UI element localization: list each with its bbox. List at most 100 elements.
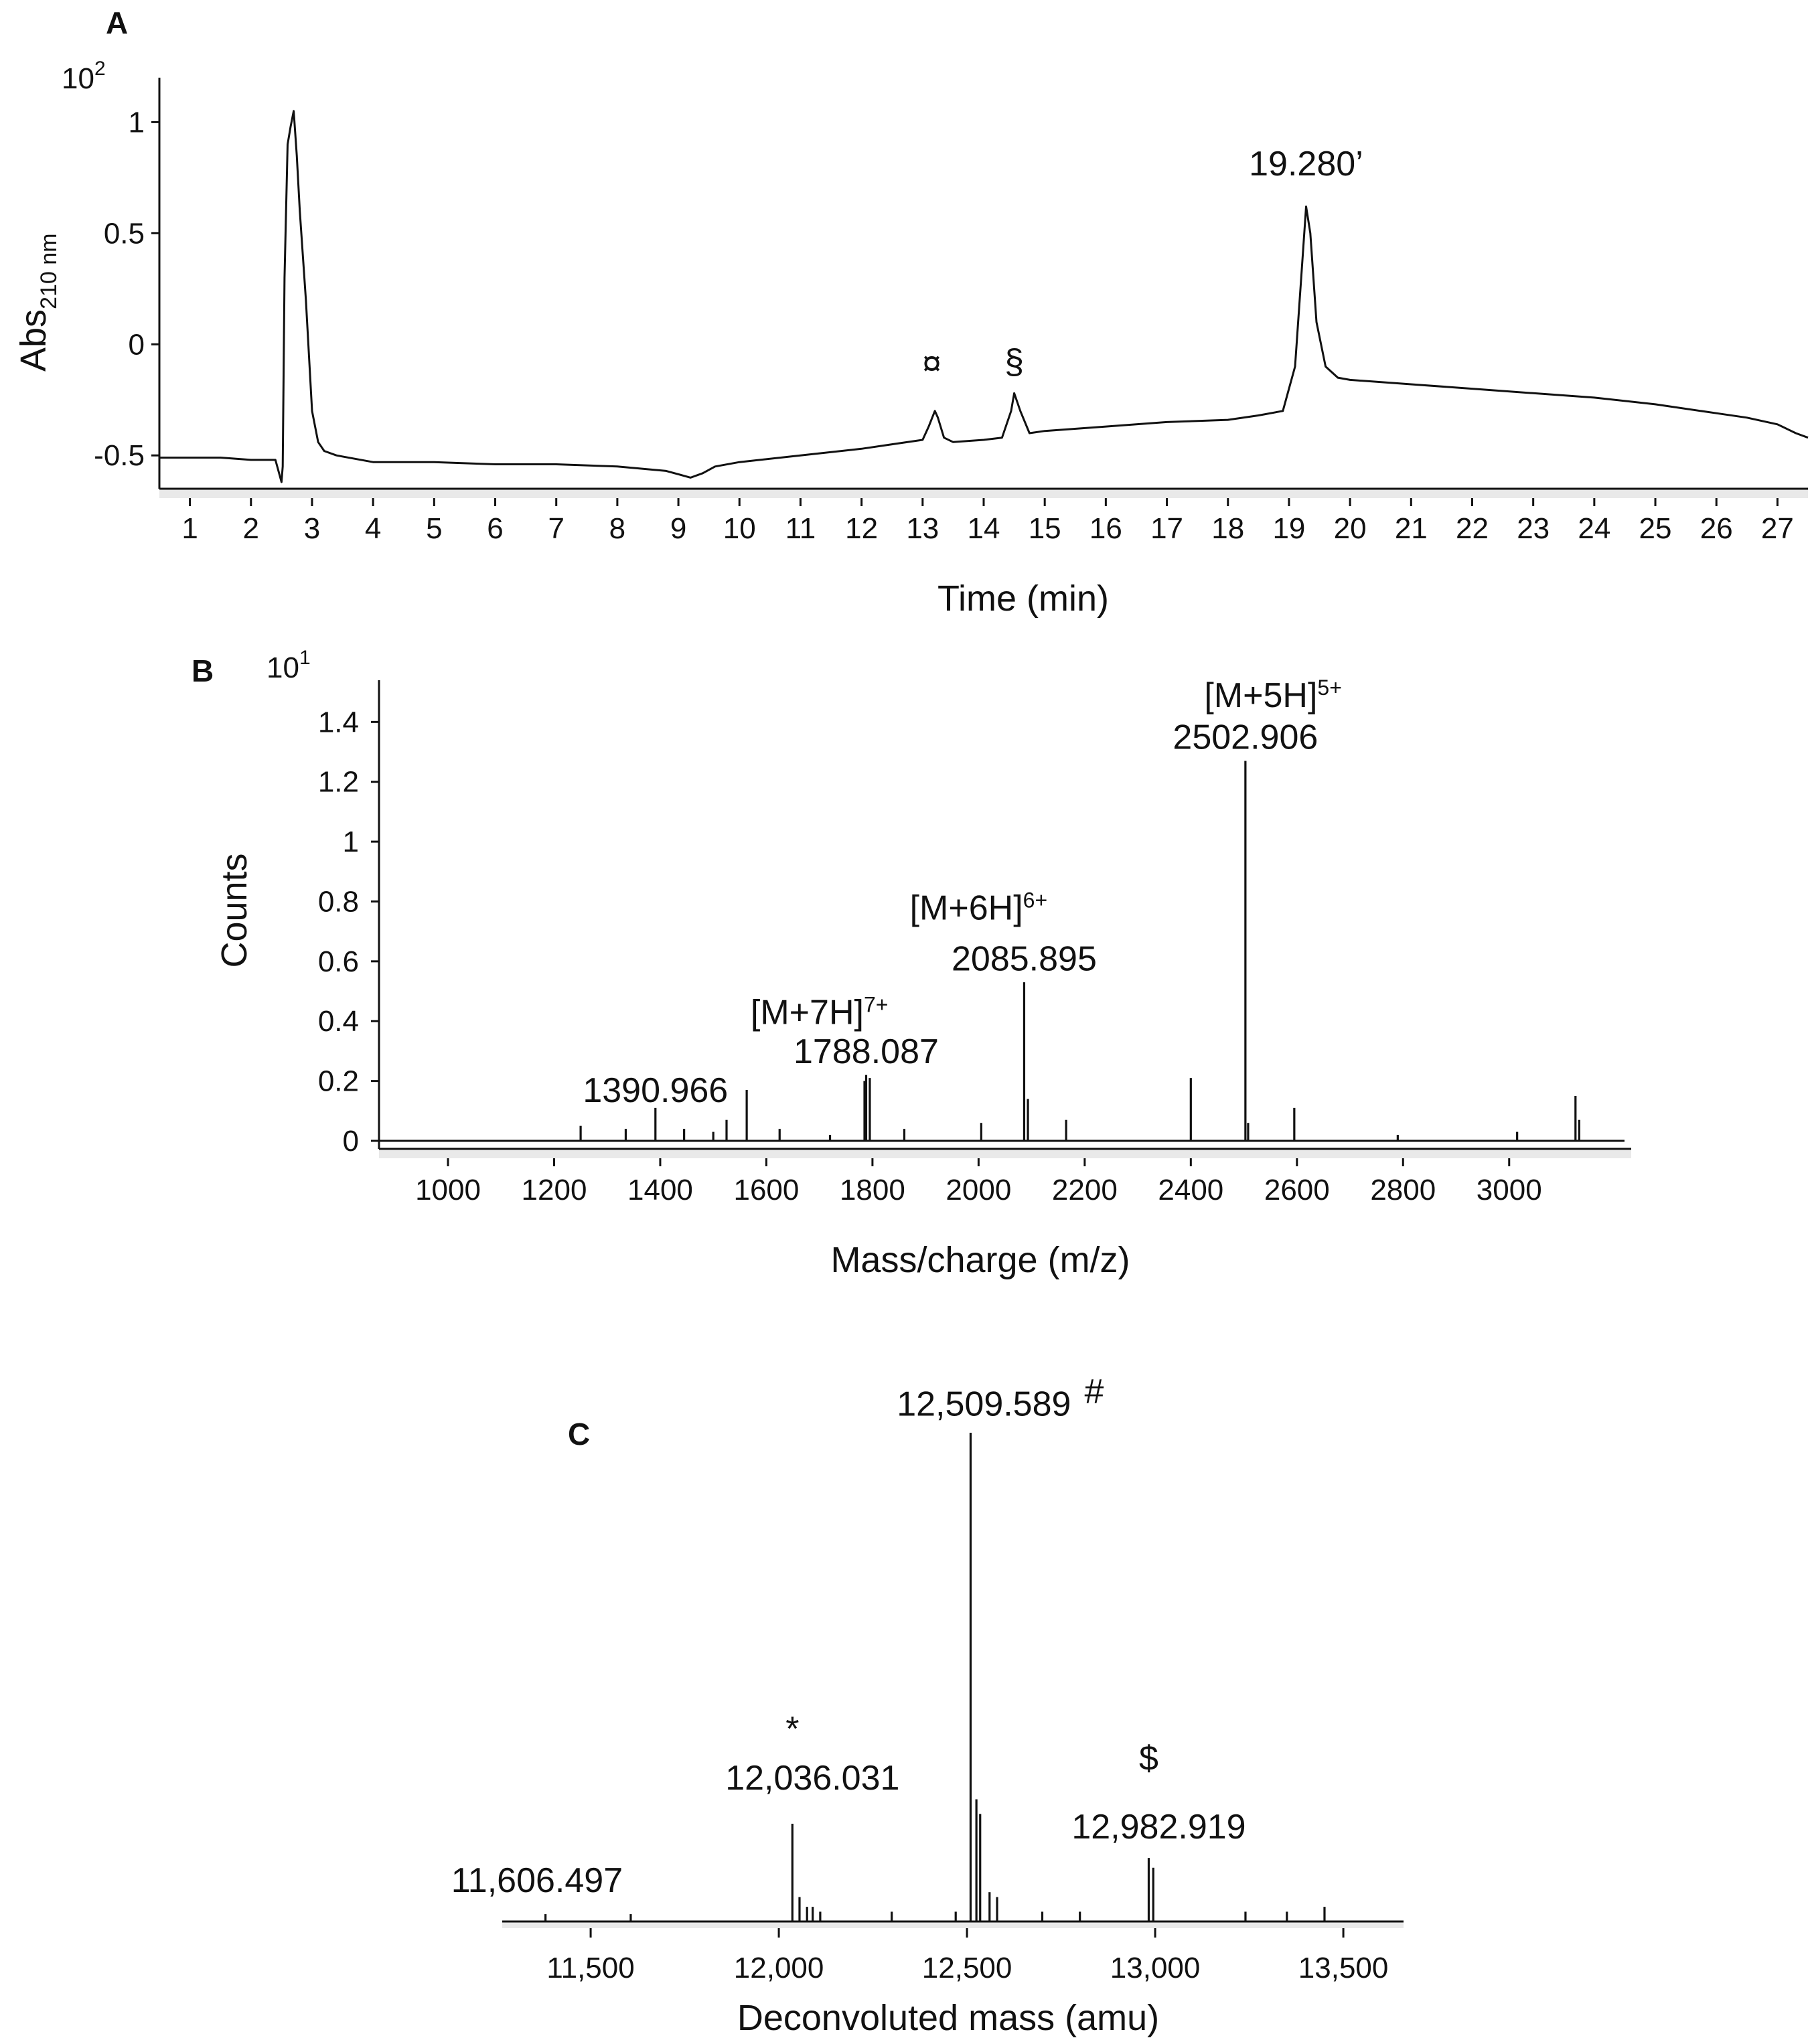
panel-a-x-tick-label: 20 bbox=[1334, 512, 1367, 545]
panel-b-x-axis-band bbox=[379, 1149, 1631, 1158]
panel-b-annotations: 1390.966 1788.087[M+7H]7+ 2085.895 [M+6H]6+… bbox=[583, 676, 1342, 1110]
panel-b-peak-annotation: 1788.087 bbox=[794, 1032, 939, 1071]
panel-b-y-multiplier: 101 bbox=[267, 647, 311, 684]
panel-b-x-tick-label: 1000 bbox=[415, 1174, 481, 1206]
panel-b-x-axis-title: Mass/charge (m/z) bbox=[830, 1240, 1130, 1280]
panel-b-peak-annotation: 2085.895 bbox=[952, 939, 1097, 978]
panel-a-x-tick-label: 17 bbox=[1150, 512, 1183, 545]
panel-b-axes bbox=[378, 680, 1631, 1150]
panel-a-x-tick-label: 7 bbox=[548, 512, 564, 545]
panel-c-x-axis-title: Deconvoluted mass (amu) bbox=[737, 1998, 1159, 2038]
panel-c-axes bbox=[502, 1920, 1404, 1928]
panel-a-x-axis-band bbox=[159, 489, 1808, 498]
panel-a-y-axis-title: Abs210 nm bbox=[13, 234, 62, 372]
panel-b-x-tick-label: 2800 bbox=[1370, 1174, 1436, 1206]
panel-b-y-tick-label: 1.2 bbox=[318, 766, 359, 799]
panel-c-peak-annotation: 12,982.919 bbox=[1071, 1808, 1246, 1846]
panel-a-x-tick-label: 6 bbox=[487, 512, 503, 545]
panel-c-x-tick-label: 12,500 bbox=[922, 1952, 1012, 1984]
panel-b-x-tick-label: 1400 bbox=[627, 1174, 693, 1206]
panel-c-peak-annotation: $ bbox=[1139, 1739, 1158, 1778]
panel-a-x-tick-label: 18 bbox=[1211, 512, 1244, 545]
panel-c-annotations: 11,606.497 12,036.031 * 12,509.589 #12,982.9… bbox=[451, 1372, 1246, 1900]
panel-a-x-tick-label: 9 bbox=[670, 512, 686, 545]
panel-a-x-tick-label: 16 bbox=[1089, 512, 1122, 545]
panel-a-x-tick-label: 15 bbox=[1029, 512, 1061, 545]
panel-a-y-tick-label: 0 bbox=[129, 328, 145, 361]
panel-a-peak-annotation: ¤ bbox=[922, 345, 941, 384]
panel-a-x-tick-label: 24 bbox=[1578, 512, 1610, 545]
panel-a-x-tick-label: 2 bbox=[243, 512, 259, 545]
panel-b-x-tick-label: 2600 bbox=[1264, 1174, 1330, 1206]
panel-a-ticks: 1 2 3 4 5 6 7 8 9 10 11 12 13 14 15 16 17 18 19 20 21 22 23 24 2… bbox=[94, 106, 1794, 545]
panel-b-peak-annotation: 1390.966 bbox=[583, 1071, 728, 1110]
panel-c-peak-annotation: # bbox=[1084, 1372, 1104, 1411]
panel-b-x-tick-label: 1200 bbox=[522, 1174, 587, 1206]
panel-a-x-tick-label: 11 bbox=[785, 512, 816, 545]
panel-a-y-tick-label: 1 bbox=[129, 106, 145, 139]
panel-a-y-tick-label: 0.5 bbox=[104, 217, 145, 250]
panel-b-y-tick-label: 0.8 bbox=[318, 885, 359, 918]
panel-a-x-axis-title: Time (min) bbox=[937, 578, 1109, 619]
panel-b-mass-spectrum: B 101 Counts 1000 1200 1400 1600 1800 2000 220… bbox=[192, 647, 1631, 1280]
panel-b-y-tick-label: 0 bbox=[343, 1125, 359, 1158]
panel-c-x-tick-label: 13,500 bbox=[1298, 1952, 1389, 1984]
panel-a-y-tick-label: -0.5 bbox=[94, 439, 145, 472]
panel-label-b: B bbox=[192, 653, 214, 688]
panel-a-x-tick-label: 10 bbox=[723, 512, 756, 545]
panel-b-y-tick-label: 1 bbox=[343, 826, 359, 858]
panel-a-x-tick-label: 25 bbox=[1639, 512, 1672, 545]
panel-c-x-tick-label: 13,000 bbox=[1110, 1952, 1201, 1984]
panel-b-series bbox=[579, 761, 1580, 1141]
panel-c-x-axis-band bbox=[502, 1921, 1404, 1928]
panel-b-ticks: 1000 1200 1400 1600 1800 2000 2200 2400 2600 2800… bbox=[318, 706, 1542, 1206]
panel-c-deconvoluted-spectrum: C 11,500 12,000 12,500 13,000 13,500 11,606.… bbox=[451, 1372, 1404, 2038]
panel-a-x-tick-label: 19 bbox=[1272, 512, 1305, 545]
panel-a-x-tick-label: 1 bbox=[181, 512, 198, 545]
panel-b-y-tick-label: 0.4 bbox=[318, 1005, 359, 1038]
panel-a-x-tick-label: 21 bbox=[1395, 512, 1428, 545]
panel-b-x-tick-label: 1600 bbox=[733, 1174, 799, 1206]
panel-a-x-tick-label: 14 bbox=[968, 512, 1000, 545]
panel-a-x-tick-label: 8 bbox=[609, 512, 625, 545]
panel-c-peak-annotation: * bbox=[785, 1710, 799, 1749]
panel-a-x-tick-label: 12 bbox=[845, 512, 878, 545]
panel-a-annotations: ¤ § 19.280’ bbox=[922, 145, 1363, 384]
panel-b-x-tick-label: 2000 bbox=[946, 1174, 1011, 1206]
panel-b-peak-annotation: [M+7H]7+ bbox=[751, 993, 889, 1032]
panel-a-x-tick-label: 23 bbox=[1517, 512, 1550, 545]
panel-a-chromatogram: A 102 Abs210 nm 1 2 3 4 5 6 7 8 9 10 11 12 13 14 15 16 1… bbox=[13, 5, 1809, 619]
panel-b-x-tick-label: 2200 bbox=[1052, 1174, 1118, 1206]
panel-a-series bbox=[159, 110, 1809, 483]
panel-a-y-multiplier: 102 bbox=[62, 58, 106, 95]
panel-b-x-tick-label: 2400 bbox=[1158, 1174, 1223, 1206]
panel-a-x-tick-label: 3 bbox=[304, 512, 320, 545]
panel-a-chromatogram-trace bbox=[159, 110, 1809, 483]
panel-a-x-tick-label: 4 bbox=[365, 512, 381, 545]
panel-c-series bbox=[544, 1433, 1326, 1921]
panel-c-peak-annotation: 11,606.497 bbox=[451, 1861, 623, 1900]
panel-a-peak-annotation: § bbox=[1004, 342, 1024, 381]
panel-b-y-tick-label: 1.4 bbox=[318, 706, 359, 738]
panel-a-axes bbox=[158, 78, 1808, 490]
panel-b-y-tick-label: 0.2 bbox=[318, 1065, 359, 1098]
panel-a-x-tick-label: 22 bbox=[1456, 512, 1489, 545]
panel-c-ticks: 11,500 12,000 12,500 13,000 13,500 bbox=[546, 1928, 1388, 1984]
panel-b-y-tick-label: 0.6 bbox=[318, 945, 359, 978]
panel-a-x-tick-label: 13 bbox=[906, 512, 939, 545]
panel-b-peak-annotation: [M+6H]6+ bbox=[910, 888, 1048, 927]
panel-label-a: A bbox=[106, 5, 128, 40]
panel-a-x-tick-label: 26 bbox=[1700, 512, 1733, 545]
panel-b-x-tick-label: 3000 bbox=[1477, 1174, 1542, 1206]
panel-c-x-tick-label: 11,500 bbox=[546, 1952, 634, 1984]
panel-a-peak-annotation: 19.280’ bbox=[1249, 145, 1363, 183]
panel-a-x-tick-label: 5 bbox=[426, 512, 442, 545]
panel-label-c: C bbox=[568, 1417, 590, 1451]
panel-c-peak-annotation: 12,509.589 bbox=[897, 1385, 1071, 1423]
panel-b-y-axis-title: Counts bbox=[214, 853, 254, 967]
panel-b-peak-annotation: [M+5H]5+ bbox=[1204, 676, 1342, 715]
panel-b-peak-annotation: 2502.906 bbox=[1173, 718, 1318, 757]
panel-c-peak-annotation: 12,036.031 bbox=[725, 1759, 899, 1798]
panel-a-x-tick-label: 27 bbox=[1761, 512, 1794, 545]
